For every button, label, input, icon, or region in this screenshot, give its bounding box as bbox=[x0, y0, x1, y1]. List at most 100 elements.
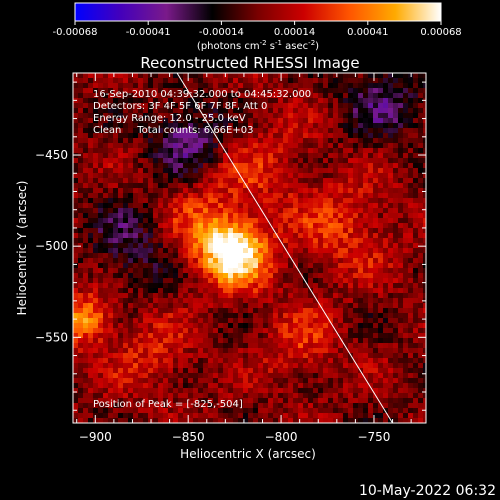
heatmap-cell bbox=[368, 268, 374, 274]
heatmap-cell bbox=[263, 198, 269, 204]
heatmap-cell bbox=[403, 88, 409, 94]
heatmap-cell bbox=[78, 258, 84, 264]
heatmap-cell bbox=[193, 318, 199, 324]
heatmap-cell bbox=[328, 353, 334, 359]
heatmap-cell bbox=[393, 303, 399, 309]
heatmap-cell bbox=[393, 153, 399, 159]
heatmap-cell bbox=[313, 173, 319, 179]
heatmap-cell bbox=[198, 83, 204, 89]
heatmap-cell bbox=[373, 163, 379, 169]
heatmap-cell bbox=[143, 363, 149, 369]
heatmap-cell bbox=[153, 148, 159, 154]
heatmap-cell bbox=[128, 368, 134, 374]
heatmap-cell bbox=[348, 378, 354, 384]
heatmap-cell bbox=[368, 143, 374, 149]
heatmap-cell bbox=[223, 413, 229, 419]
heatmap-cell bbox=[308, 118, 314, 124]
heatmap-cell bbox=[323, 198, 329, 204]
heatmap-cell bbox=[363, 183, 369, 189]
heatmap-cell bbox=[343, 123, 349, 129]
heatmap-cell bbox=[308, 98, 314, 104]
heatmap-cell bbox=[238, 98, 244, 104]
heatmap-cell bbox=[348, 113, 354, 119]
heatmap-cell bbox=[378, 153, 384, 159]
heatmap-cell bbox=[218, 408, 224, 414]
heatmap-cell bbox=[328, 143, 334, 149]
heatmap-cell bbox=[238, 283, 244, 289]
heatmap-cell bbox=[238, 288, 244, 294]
heatmap-cell bbox=[188, 393, 194, 399]
heatmap-cell bbox=[193, 353, 199, 359]
heatmap-cell bbox=[218, 173, 224, 179]
heatmap-cell bbox=[198, 163, 204, 169]
heatmap-cell bbox=[368, 88, 374, 94]
heatmap-cell bbox=[78, 268, 84, 274]
heatmap-cell bbox=[128, 118, 134, 124]
heatmap-cell bbox=[218, 383, 224, 389]
heatmap-cell bbox=[203, 383, 209, 389]
heatmap-cell bbox=[83, 118, 89, 124]
heatmap-cell bbox=[283, 298, 289, 304]
heatmap-cell bbox=[123, 133, 129, 139]
heatmap-cell bbox=[228, 358, 234, 364]
heatmap-cell bbox=[123, 338, 129, 344]
heatmap-cell bbox=[168, 193, 174, 199]
heatmap-cell bbox=[138, 318, 144, 324]
heatmap-cell bbox=[188, 163, 194, 169]
heatmap-cell bbox=[278, 258, 284, 264]
heatmap-cell bbox=[298, 143, 304, 149]
heatmap-cell bbox=[333, 188, 339, 194]
heatmap-cell bbox=[258, 413, 264, 419]
heatmap-cell bbox=[228, 268, 234, 274]
heatmap-cell bbox=[183, 193, 189, 199]
heatmap-cell bbox=[178, 163, 184, 169]
heatmap-cell bbox=[348, 328, 354, 334]
heatmap-cell bbox=[333, 378, 339, 384]
heatmap-cell bbox=[193, 108, 199, 114]
heatmap-cell bbox=[248, 388, 254, 394]
heatmap-cell bbox=[293, 293, 299, 299]
heatmap-cell bbox=[383, 108, 389, 114]
heatmap-cell bbox=[318, 398, 324, 404]
heatmap-cell bbox=[363, 83, 369, 89]
heatmap-cell bbox=[178, 398, 184, 404]
heatmap-cell bbox=[393, 73, 399, 79]
heatmap-cell bbox=[323, 388, 329, 394]
heatmap-cell bbox=[303, 293, 309, 299]
heatmap-cell bbox=[283, 238, 289, 244]
heatmap-cell bbox=[338, 213, 344, 219]
heatmap-cell bbox=[193, 368, 199, 374]
heatmap-cell bbox=[293, 243, 299, 249]
heatmap-cell bbox=[233, 393, 239, 399]
heatmap-cell bbox=[393, 293, 399, 299]
heatmap-cell bbox=[178, 258, 184, 264]
heatmap-cell bbox=[78, 283, 84, 289]
heatmap-cell bbox=[318, 183, 324, 189]
heatmap-cell bbox=[193, 313, 199, 319]
heatmap-cell bbox=[203, 323, 209, 329]
heatmap-cell bbox=[413, 388, 419, 394]
heatmap-cell bbox=[283, 313, 289, 319]
heatmap-cell bbox=[283, 318, 289, 324]
heatmap-cell bbox=[143, 123, 149, 129]
heatmap-cell bbox=[118, 178, 124, 184]
heatmap-cell bbox=[418, 183, 424, 189]
heatmap-cell bbox=[163, 273, 169, 279]
heatmap-cell bbox=[123, 113, 129, 119]
heatmap-cell bbox=[213, 158, 219, 164]
heatmap-cell bbox=[223, 188, 229, 194]
heatmap-cell bbox=[368, 83, 374, 89]
heatmap-cell bbox=[118, 223, 124, 229]
heatmap-cell bbox=[253, 148, 259, 154]
heatmap-cell bbox=[143, 408, 149, 414]
heatmap-cell bbox=[223, 338, 229, 344]
heatmap-cell bbox=[323, 288, 329, 294]
heatmap-cell bbox=[318, 353, 324, 359]
heatmap-cell bbox=[128, 383, 134, 389]
colorbar-unit: (photons cm-2 s-1 asec-2) bbox=[197, 39, 319, 52]
heatmap-cell bbox=[193, 348, 199, 354]
heatmap-cell bbox=[378, 188, 384, 194]
heatmap-cell bbox=[88, 98, 94, 104]
heatmap-cell bbox=[113, 323, 119, 329]
heatmap-cell bbox=[348, 403, 354, 409]
